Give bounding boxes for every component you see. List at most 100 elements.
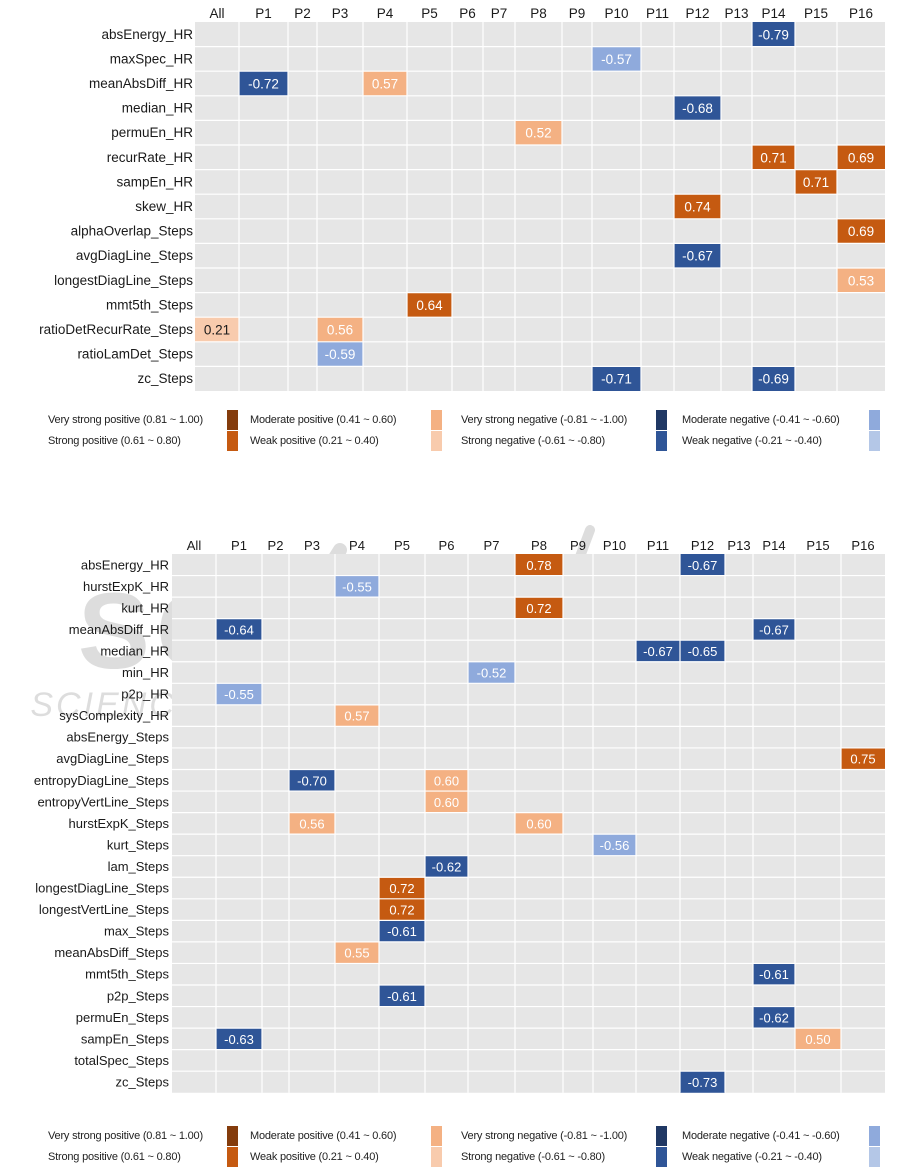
top-cell-label: -0.57 bbox=[601, 52, 632, 67]
top-cell-label: 0.69 bbox=[848, 150, 874, 165]
top-row-label: absEnergy_HR bbox=[101, 27, 193, 42]
top-col-header: P10 bbox=[604, 6, 628, 21]
top-legend-swatch bbox=[656, 431, 667, 451]
bottom-cell bbox=[379, 920, 425, 942]
top-legend-swatch bbox=[227, 410, 238, 430]
top-cell-label: 0.57 bbox=[372, 77, 398, 92]
bottom-cell-label: 0.72 bbox=[389, 903, 414, 918]
top-cell bbox=[752, 366, 795, 391]
bottom-cell bbox=[636, 640, 680, 662]
bottom-cell-label: 0.72 bbox=[526, 601, 551, 616]
bottom-cell-label: -0.55 bbox=[342, 579, 372, 594]
top-col-header: All bbox=[209, 6, 224, 21]
top-legend-item: Very strong negative (-0.81 ~ -1.00) bbox=[461, 410, 627, 430]
top-row-label: avgDiagLine_Steps bbox=[76, 248, 193, 263]
bottom-cell-label: 0.72 bbox=[389, 881, 414, 896]
top-cell-label: 0.52 bbox=[525, 126, 551, 141]
bottom-row-label: absEnergy_HR bbox=[81, 557, 169, 572]
bottom-legend-item: Weak negative (-0.21 ~ -0.40) bbox=[682, 1147, 822, 1167]
top-row-label: sampEn_HR bbox=[116, 174, 193, 189]
top-cell-label: 0.53 bbox=[848, 273, 874, 288]
top-cell bbox=[592, 46, 641, 72]
bottom-legend-swatch bbox=[227, 1147, 238, 1167]
top-cell-label: 0.74 bbox=[684, 200, 711, 215]
bottom-cell bbox=[680, 554, 725, 576]
bottom-cell bbox=[379, 985, 425, 1007]
top-col-header: P2 bbox=[294, 6, 311, 21]
top-legend-swatch bbox=[431, 410, 442, 430]
bottom-cell bbox=[216, 683, 262, 705]
bottom-legend-swatch bbox=[869, 1126, 880, 1146]
bottom-legend-swatch bbox=[869, 1147, 880, 1167]
top-cell-label: -0.69 bbox=[758, 372, 789, 387]
top-legend-item: Very strong positive (0.81 ~ 1.00) bbox=[48, 410, 203, 430]
bottom-row-label: hurstExpK_HR bbox=[83, 579, 169, 594]
top-grid-background bbox=[195, 22, 885, 391]
bottom-cell-label: 0.60 bbox=[434, 795, 459, 810]
bottom-col-header: P13 bbox=[727, 538, 750, 553]
bottom-cell bbox=[425, 791, 468, 813]
bottom-row-label: kurt_Steps bbox=[107, 837, 170, 852]
bottom-cell-label: -0.56 bbox=[600, 838, 630, 853]
top-cell-label: 0.64 bbox=[416, 298, 443, 313]
top-col-header: P4 bbox=[377, 6, 394, 21]
top-cell bbox=[837, 218, 885, 244]
heatmap-top: All P1 P2 P3 P4 P5 P6 P7 P8 P9 P10 P11 P12 P13 P14 P15 P… bbox=[0, 0, 901, 400]
bottom-row-label: hurstExpK_Steps bbox=[69, 816, 170, 831]
bottom-legend-label: Weak positive (0.21 ~ 0.40) bbox=[250, 1151, 379, 1163]
bottom-legend-label: Very strong positive (0.81 ~ 1.00) bbox=[48, 1130, 203, 1142]
bottom-cell bbox=[379, 877, 425, 899]
bottom-cell-label: 0.60 bbox=[434, 773, 459, 788]
top-legend-item: Weak negative (-0.21 ~ -0.40) bbox=[682, 431, 822, 451]
top-legend-swatch bbox=[869, 431, 880, 451]
top-row-label: permuEn_HR bbox=[111, 125, 193, 140]
bottom-cell-label: -0.61 bbox=[759, 967, 789, 982]
bottom-cell-label: -0.52 bbox=[477, 666, 507, 681]
top-row-label: longestDiagLine_Steps bbox=[54, 273, 193, 288]
bottom-row-label: min_HR bbox=[122, 665, 169, 680]
bottom-cell bbox=[425, 855, 468, 878]
top-legend-label: Strong negative (-0.61 ~ -0.80) bbox=[461, 435, 605, 447]
bottom-cell-label: -0.67 bbox=[759, 622, 789, 637]
bottom-cell bbox=[468, 661, 515, 684]
top-legend-item: Weak positive (0.21 ~ 0.40) bbox=[250, 431, 379, 451]
top-cell bbox=[515, 120, 562, 145]
bottom-col-header: P15 bbox=[806, 538, 829, 553]
bottom-cell-label: 0.57 bbox=[344, 709, 369, 724]
top-col-header: P12 bbox=[685, 6, 709, 21]
top-cell-label: -0.68 bbox=[682, 101, 713, 116]
bottom-legend-label: Strong positive (0.61 ~ 0.80) bbox=[48, 1151, 181, 1163]
top-cell-label: -0.67 bbox=[682, 249, 713, 264]
top-cell bbox=[752, 22, 795, 47]
bottom-legend-item: Weak positive (0.21 ~ 0.40) bbox=[250, 1147, 379, 1167]
top-cell-label: -0.79 bbox=[758, 27, 789, 42]
bottom-cell bbox=[753, 963, 795, 985]
legend-bottom: Very strong positive (0.81 ~ 1.00) Strong… bbox=[0, 1126, 901, 1170]
top-row-label: skew_HR bbox=[135, 199, 193, 214]
top-legend-label: Strong positive (0.61 ~ 0.80) bbox=[48, 435, 181, 447]
bottom-legend-item: Very strong positive (0.81 ~ 1.00) bbox=[48, 1126, 203, 1146]
bottom-cell bbox=[515, 597, 563, 619]
top-cell-label: -0.59 bbox=[325, 347, 356, 362]
bottom-cell-label: 0.78 bbox=[526, 558, 551, 573]
top-cell bbox=[317, 341, 363, 367]
bottom-cell bbox=[593, 834, 636, 856]
top-row-label: mmt5th_Steps bbox=[106, 297, 193, 312]
bottom-cell bbox=[289, 769, 335, 792]
bottom-cell-label: -0.62 bbox=[432, 859, 462, 874]
top-col-header: P16 bbox=[849, 6, 873, 21]
bottom-row-label: meanAbsDiff_Steps bbox=[54, 945, 169, 960]
bottom-legend-item: Very strong negative (-0.81 ~ -1.00) bbox=[461, 1126, 627, 1146]
bottom-cell-label: -0.70 bbox=[297, 773, 327, 788]
top-cell bbox=[795, 169, 837, 195]
heatmap-top-svg: All P1 P2 P3 P4 P5 P6 P7 P8 P9 P10 P11 P12 P13 P14 P15 P… bbox=[39, 6, 885, 391]
bottom-legend-swatch bbox=[431, 1147, 442, 1167]
top-cell-label: 0.69 bbox=[848, 224, 874, 239]
bottom-col-header: P11 bbox=[647, 538, 669, 553]
bottom-cell-label: -0.65 bbox=[688, 644, 718, 659]
bottom-row-label: sampEn_Steps bbox=[81, 1031, 170, 1046]
bottom-cell-label: -0.67 bbox=[643, 644, 673, 659]
bottom-row-label: sysComplexity_HR bbox=[59, 708, 169, 723]
top-row-label: recurRate_HR bbox=[107, 150, 194, 165]
top-col-header: P5 bbox=[421, 6, 438, 21]
